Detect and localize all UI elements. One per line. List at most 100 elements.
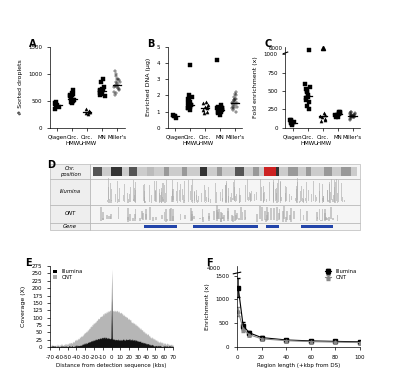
Bar — [135, 209, 136, 219]
Point — [234, 104, 240, 110]
FancyBboxPatch shape — [50, 205, 90, 223]
Bar — [141, 211, 143, 219]
Point — [100, 76, 106, 82]
Point — [232, 102, 238, 108]
Legend: Illumina, ONT: Illumina, ONT — [53, 269, 83, 281]
Bar — [190, 208, 192, 221]
Bar — [202, 209, 204, 220]
Bar — [171, 196, 172, 200]
Bar — [160, 195, 161, 202]
Bar — [112, 188, 114, 201]
FancyBboxPatch shape — [50, 164, 90, 179]
Bar — [256, 192, 257, 200]
Point — [214, 57, 220, 63]
Bar — [107, 200, 108, 202]
Bar — [316, 213, 318, 221]
Bar — [166, 220, 168, 221]
Bar — [302, 215, 304, 220]
Bar — [322, 184, 323, 203]
Bar — [256, 215, 258, 222]
Point — [231, 99, 238, 105]
Bar — [210, 199, 211, 203]
Bar — [217, 212, 218, 219]
Bar — [278, 209, 280, 220]
Point — [218, 108, 224, 115]
Bar — [208, 213, 210, 220]
Bar — [232, 198, 233, 200]
Bar — [247, 179, 248, 200]
Bar — [127, 208, 129, 220]
Bar — [146, 167, 154, 176]
Bar — [173, 189, 174, 200]
Bar — [108, 187, 109, 203]
Point — [336, 109, 342, 115]
Point — [172, 113, 178, 120]
Bar — [300, 209, 301, 222]
Bar — [220, 191, 221, 201]
Point — [352, 110, 358, 116]
Bar — [261, 207, 263, 221]
Bar — [227, 211, 229, 219]
Point — [334, 113, 340, 119]
Point — [70, 97, 76, 103]
Point — [56, 104, 62, 110]
Point — [322, 116, 328, 122]
Point — [348, 113, 354, 120]
Bar — [145, 215, 147, 219]
Bar — [328, 200, 329, 202]
Bar — [108, 216, 110, 219]
Point — [232, 90, 238, 97]
Bar — [164, 167, 168, 176]
Bar — [222, 198, 223, 202]
Point — [336, 110, 343, 117]
Bar — [238, 218, 240, 220]
Bar — [144, 191, 145, 203]
Point — [219, 105, 226, 112]
Bar — [129, 167, 137, 176]
Point — [116, 77, 122, 83]
Point — [336, 111, 342, 117]
Bar — [245, 185, 246, 202]
Bar — [159, 189, 160, 203]
Bar — [273, 208, 274, 220]
Point — [214, 105, 221, 112]
Bar — [344, 200, 345, 202]
Point — [307, 84, 313, 90]
Point — [186, 104, 193, 110]
Bar — [216, 205, 218, 219]
Point — [320, 110, 327, 116]
Point — [70, 98, 76, 104]
Bar — [269, 183, 270, 202]
Point — [230, 102, 236, 108]
Bar — [280, 181, 281, 203]
Bar — [192, 200, 193, 203]
Bar — [286, 211, 288, 220]
Bar — [292, 184, 294, 204]
Bar — [235, 215, 237, 220]
Point — [69, 87, 76, 93]
Bar — [222, 217, 224, 219]
Bar — [190, 191, 191, 200]
Bar — [264, 211, 266, 220]
Bar — [285, 193, 286, 201]
Point — [185, 97, 192, 103]
Bar — [144, 197, 145, 202]
Bar — [322, 209, 324, 221]
Bar — [337, 193, 338, 203]
Bar — [327, 190, 328, 202]
Bar — [109, 216, 111, 219]
Bar — [313, 181, 314, 201]
Bar — [142, 213, 144, 220]
Bar — [324, 209, 326, 220]
Bar — [162, 197, 163, 202]
Bar — [184, 200, 185, 203]
Point — [347, 113, 354, 119]
FancyBboxPatch shape — [90, 223, 360, 230]
Bar — [296, 190, 297, 202]
Point — [186, 107, 193, 113]
Bar — [328, 182, 330, 202]
Point — [306, 99, 312, 105]
Bar — [228, 195, 229, 202]
Bar — [134, 183, 136, 204]
Point — [184, 105, 191, 112]
